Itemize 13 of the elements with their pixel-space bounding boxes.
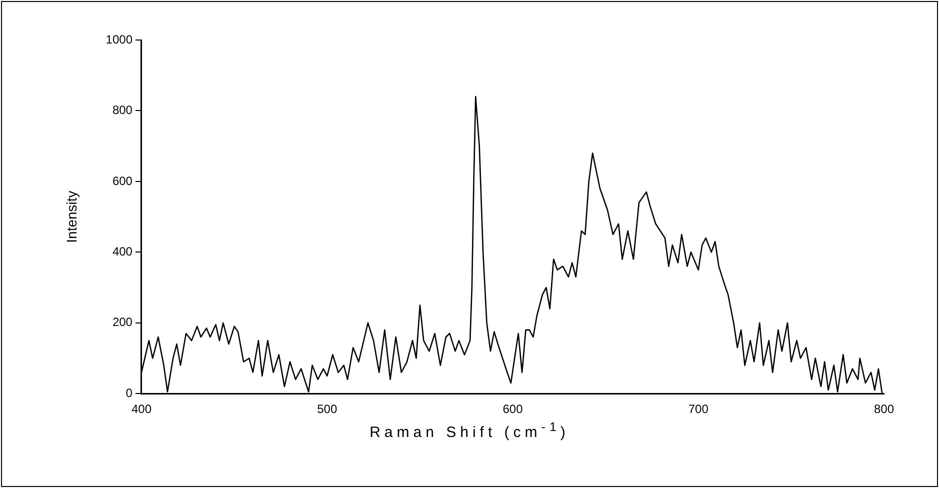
x-tick-label: 400 bbox=[131, 402, 152, 416]
y-axis-title: Intensity bbox=[63, 190, 80, 243]
y-tick-label: 400 bbox=[112, 244, 133, 258]
x-tick-label: 700 bbox=[688, 402, 709, 416]
y-tick-label: 0 bbox=[126, 386, 133, 400]
x-tick-label: 500 bbox=[317, 402, 338, 416]
x-tick-label: 600 bbox=[502, 402, 524, 416]
y-tick-label: 200 bbox=[112, 315, 133, 330]
y-tick-label: 1000 bbox=[106, 32, 133, 46]
x-tick-label: 800 bbox=[874, 402, 894, 416]
y-tick-label: 800 bbox=[112, 103, 133, 118]
x-axis-title: Raman Shift (cm$^{-1}$) bbox=[368, 420, 570, 441]
y-tick-label: 600 bbox=[112, 174, 133, 188]
